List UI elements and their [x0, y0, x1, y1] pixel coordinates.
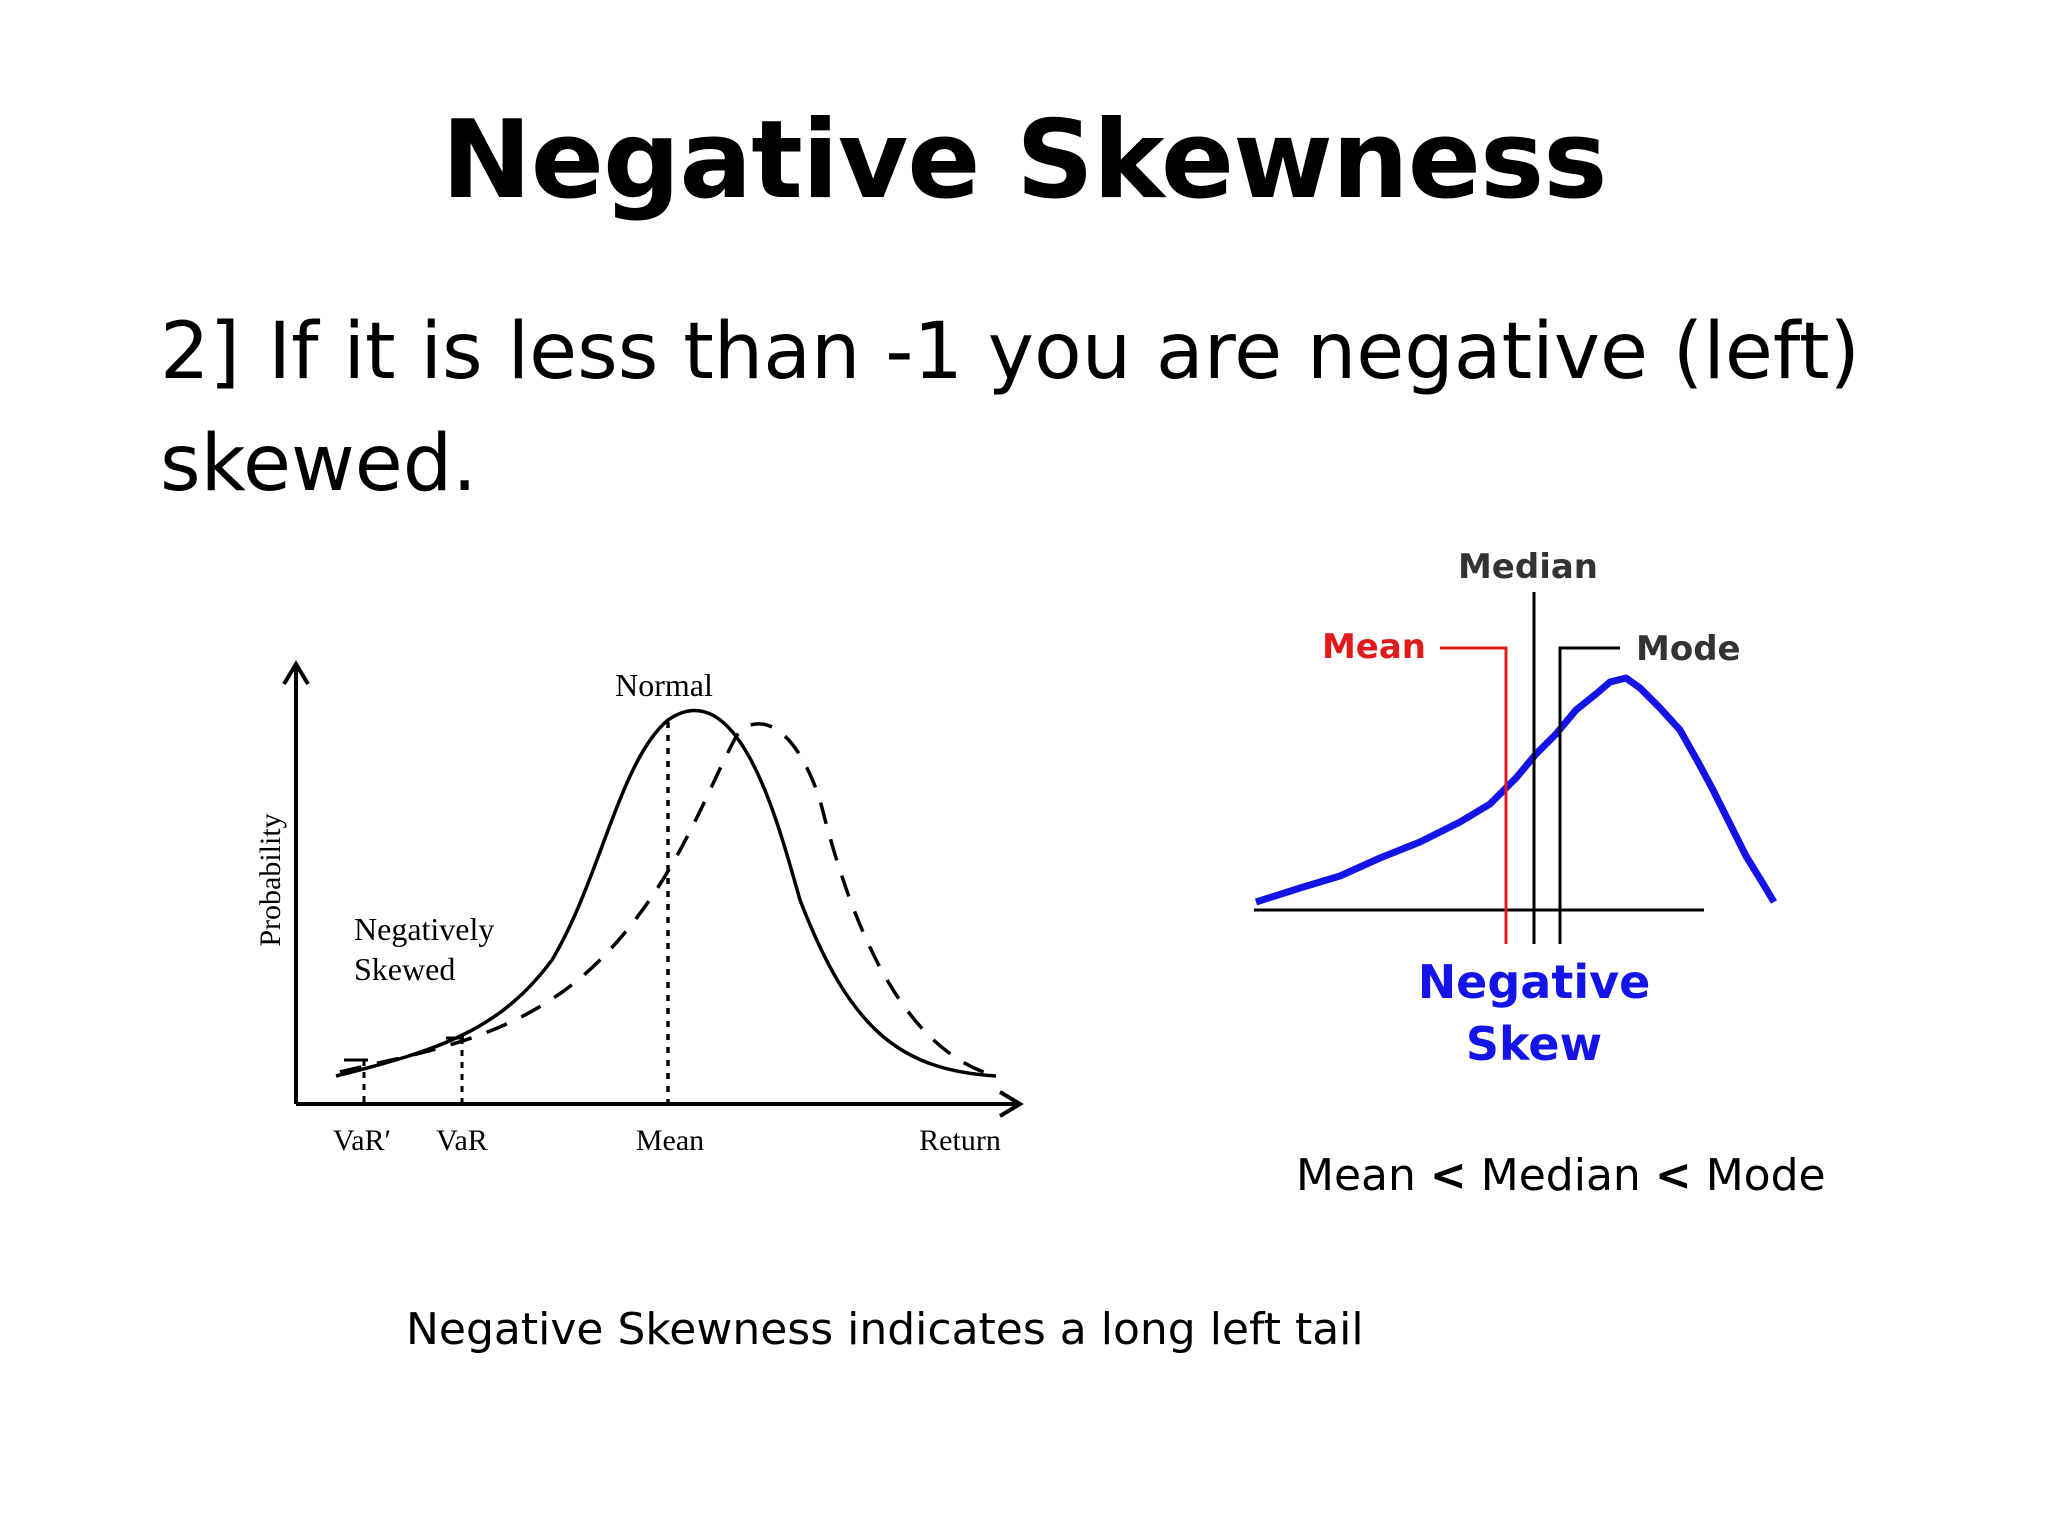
- long-left-tail-caption: Negative Skewness indicates a long left …: [406, 1304, 1364, 1355]
- negatively-skewed-curve: [339, 722, 997, 1078]
- caption-mean: Mean: [1296, 1150, 1416, 1201]
- x-label-var-prime: VaR′: [333, 1124, 391, 1157]
- skewed-label-line2: Skewed: [354, 951, 455, 987]
- left-y-axis-arrow: [282, 660, 310, 686]
- median-label: Median: [1458, 547, 1598, 587]
- normal-curve: [335, 709, 997, 1078]
- bullet-number: 2]: [160, 307, 241, 397]
- mean-label: Mean: [1322, 627, 1426, 667]
- caption-less-than-1: <: [1429, 1150, 1467, 1201]
- negative-skew-label-line2: Skew: [1466, 1017, 1602, 1071]
- x-label-return: Return: [919, 1124, 1001, 1157]
- bullet-text: If it is less than -1 you are negative (…: [160, 307, 1860, 509]
- negative-skew-label-line1: Negative: [1418, 955, 1651, 1009]
- mode-line: [1558, 646, 1618, 944]
- caption-median: Median: [1480, 1150, 1641, 1201]
- left-axes: [282, 660, 1024, 1118]
- caption-less-than-2: <: [1654, 1150, 1692, 1201]
- normal-label: Normal: [615, 667, 713, 703]
- slide-title: Negative Skewness: [441, 98, 1607, 223]
- bullet-point: 2] If it is less than -1 you are negative…: [160, 296, 1880, 520]
- left-ylabel: Probability: [254, 813, 287, 946]
- left-x-axis-arrow: [998, 1090, 1024, 1118]
- right-skew-curve: [1254, 674, 1778, 906]
- x-label-mean: Mean: [636, 1124, 704, 1157]
- caption-mode: Mode: [1705, 1150, 1826, 1201]
- mean-line: [1440, 646, 1508, 944]
- skewed-label-line1: Negatively: [354, 911, 494, 947]
- mode-label: Mode: [1636, 629, 1741, 669]
- mean-median-mode-caption: Mean < Median < Mode: [1296, 1148, 1826, 1204]
- x-label-var: VaR: [436, 1124, 488, 1157]
